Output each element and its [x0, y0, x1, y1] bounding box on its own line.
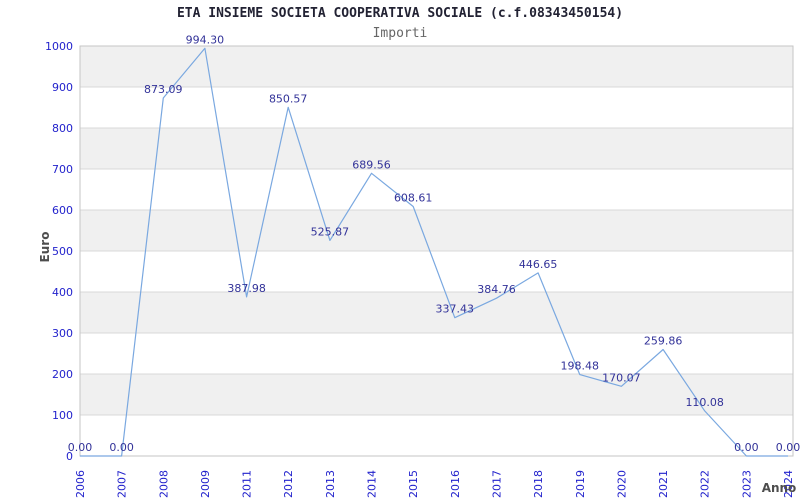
x-tick-label: 2011 [241, 470, 254, 498]
plot-bands [80, 46, 793, 415]
data-label: 994.30 [186, 33, 225, 46]
plot-band [80, 128, 793, 169]
y-tick-label: 100 [52, 409, 73, 422]
x-tick-label: 2016 [449, 470, 462, 498]
series-line [80, 47, 788, 457]
gridlines [80, 86, 793, 416]
data-label: 0.00 [68, 441, 93, 454]
x-tick-label: 2017 [491, 470, 504, 498]
data-label: 337.43 [436, 303, 475, 316]
x-tick-label: 2012 [282, 470, 295, 498]
data-label: 689.56 [352, 158, 391, 171]
plot-border [79, 45, 794, 457]
data-label: 387.98 [227, 282, 266, 295]
x-tick-label: 2019 [574, 470, 587, 498]
series-line-group [80, 47, 788, 457]
y-tick-label: 400 [52, 286, 73, 299]
x-tick-label: 2021 [657, 470, 670, 498]
data-label: 608.61 [394, 192, 433, 205]
plot-band [80, 374, 793, 415]
data-label: 446.65 [519, 258, 558, 271]
data-label: 110.08 [685, 396, 724, 409]
data-label: 170.07 [602, 371, 641, 384]
x-tick-label: 2007 [116, 470, 129, 498]
plot-band [80, 292, 793, 333]
x-axis-title: Anno [762, 481, 797, 495]
x-tick-label: 2014 [366, 470, 379, 498]
y-tick-label: 600 [52, 204, 73, 217]
y-tick-label: 300 [52, 327, 73, 340]
data-label: 850.57 [269, 92, 308, 105]
y-tick-label: 800 [52, 122, 73, 135]
data-label: 259.86 [644, 335, 683, 348]
y-tick-label: 0 [66, 450, 73, 463]
x-tick-label: 2009 [199, 470, 212, 498]
data-label: 0.00 [776, 441, 800, 454]
plot-band [80, 46, 793, 87]
plot-band [80, 210, 793, 251]
x-tick-label: 2023 [740, 470, 753, 498]
y-tick-label: 700 [52, 163, 73, 176]
y-axis-title: Euro [38, 232, 52, 263]
x-tick-label: 2018 [532, 470, 545, 498]
x-tick-label: 2020 [615, 470, 628, 498]
x-axis-tick-labels: 2006 2007 2008 2009 2011 2012 2013 2014 2015 2016… [74, 470, 795, 498]
y-tick-label: 1000 [45, 40, 73, 53]
data-label: 873.09 [144, 83, 183, 96]
x-tick-label: 2015 [407, 470, 420, 498]
x-tick-label: 2022 [699, 470, 712, 498]
y-tick-label: 900 [52, 81, 73, 94]
data-label: 198.48 [561, 360, 600, 373]
data-label: 384.76 [477, 283, 516, 296]
data-label: 525.87 [311, 225, 350, 238]
x-tick-label: 2024 [782, 470, 795, 498]
data-label: 0.00 [734, 441, 759, 454]
chart-subtitle: Importi [372, 26, 428, 41]
data-labels: 0.00 0.00 873.09 994.30 387.98 850.57 525.87 68… [68, 33, 800, 454]
y-tick-label: 500 [52, 245, 73, 258]
x-tick-label: 2006 [74, 470, 87, 498]
data-label: 0.00 [109, 441, 134, 454]
chart-title: ETA INSIEME SOCIETA COOPERATIVA SOCIALE … [176, 6, 624, 21]
x-tick-label: 2013 [324, 470, 337, 498]
y-tick-label: 200 [52, 368, 73, 381]
y-axis-tick-labels: 0 100 200 300 400 500 600 700 800 900 1000 [45, 40, 73, 463]
x-tick-label: 2008 [157, 470, 170, 498]
